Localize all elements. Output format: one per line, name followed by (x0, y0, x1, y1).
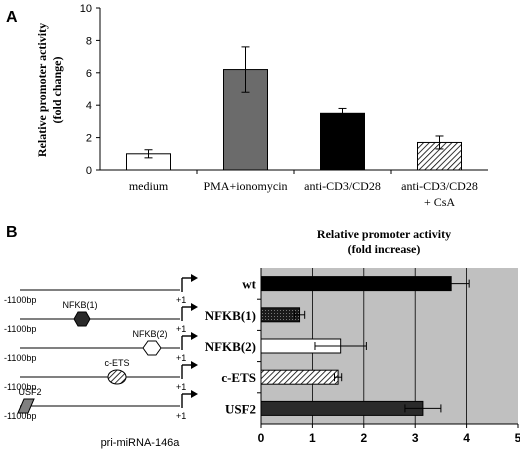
panel-b-row-label: USF2 (225, 401, 256, 416)
panel-a-y-label-line: Relative promoter activity (35, 23, 49, 157)
panel-b-bar (260, 307, 301, 323)
binding-site-label: USF2 (18, 387, 41, 397)
panel-a-y-tick-label: 0 (86, 165, 92, 177)
panel-a-category-labels: medium PMA+ionomycin anti-CD3/CD28 anti-CD3… (129, 179, 478, 209)
panel-a-bar (417, 141, 462, 171)
nfkb1-site-hexagon (73, 311, 91, 327)
panel-b-bar (260, 400, 424, 416)
construct-start-label: -1100bp (4, 382, 36, 392)
panel-b-x-tick-label: 5 (515, 431, 520, 445)
panel-b-x-tick-label: 3 (412, 431, 419, 445)
construct-start-label: -1100bp (4, 411, 36, 421)
panel-a-y-tick-label: 4 (86, 100, 92, 112)
panel-b-label: B (6, 224, 18, 241)
diagram-caption: pri-miRNA-146a (101, 437, 181, 449)
binding-site-label: NFKB(2) (132, 329, 167, 339)
panel-a-category-label-line: anti-CD3/CD28 (401, 179, 478, 193)
nfkb2-site-hexagon (142, 340, 162, 356)
tss-arrow-head (191, 303, 198, 311)
panel-a-bars (126, 46, 462, 171)
panel-b-row-label: c-ETS (221, 370, 256, 385)
panel-b-bar (260, 276, 452, 292)
tss-label: +1 (176, 382, 186, 392)
panel-a-category-label-line: PMA+ionomycin (203, 179, 287, 193)
panel-a-y-tick-label: 8 (86, 35, 92, 47)
tss-label: +1 (176, 411, 186, 421)
panel-a-category-label: PMA+ionomycin (203, 179, 287, 193)
panel-b-x-tick-label: 0 (258, 431, 265, 445)
construct-start-label: -1100bp (4, 353, 36, 363)
panel-b-row-label: wt (242, 277, 256, 292)
tss-label: +1 (176, 295, 186, 305)
binding-site-label: NFKB(1) (62, 300, 97, 310)
tss-arrow-head (191, 274, 198, 282)
panel-b-row-label: NFKB(2) (205, 339, 256, 354)
panel-b-title-line: (fold increase) (348, 242, 421, 256)
binding-site-label: c-ETS (104, 358, 129, 368)
panel-a-label: A (6, 9, 18, 26)
panel-b-x-tick-label: 1 (309, 431, 316, 445)
panel-a-y-tick-label: 10 (80, 3, 92, 15)
tss-arrow-head (191, 390, 198, 398)
usf2-site-parallelogram (17, 398, 35, 414)
panel-a-y-label-line: (fold change) (50, 57, 64, 124)
panel-a-category-label: anti-CD3/CD28 + CsA (401, 179, 478, 209)
panel-b-chart-title: Relative promoter activity (fold increase… (317, 227, 451, 256)
panel-b-bar (260, 369, 339, 385)
c-ets-site-ellipse (107, 369, 127, 385)
promoter-construct-diagram: -1100bp +1 -1100bp +1 NFKB(1) -1100bp +1 NFKB(2… (4, 274, 198, 421)
tss-label: +1 (176, 324, 186, 334)
panel-a-bar (320, 112, 365, 171)
panel-b-row-label: NFKB(1) (205, 308, 256, 323)
panel-a-y-axis-label: Relative promoter activity(fold change) (35, 23, 64, 157)
panel-b-plot: 0 1 2 3 4 5 (257, 268, 520, 445)
tss-arrow-head (191, 332, 198, 340)
panel-b-x-tick-label: 4 (463, 431, 470, 445)
panel-b-title-line: Relative promoter activity (317, 227, 451, 241)
construct-start-label: -1100bp (4, 295, 36, 305)
tss-label: +1 (176, 353, 186, 363)
panel-a-category-label-line: medium (129, 179, 169, 193)
panel-a-category-label-line: + CsA (424, 195, 455, 209)
panel-b-x-tick-label: 2 (360, 431, 367, 445)
panel-a-y-label-text: Relative promoter activity(fold change) (35, 23, 64, 157)
panel-a-category-label: medium (129, 179, 169, 193)
panel-b-title-text: Relative promoter activity (fold increase… (317, 227, 451, 256)
panel-a-category-label-line: anti-CD3/CD28 (304, 179, 381, 193)
construct-start-label: -1100bp (4, 324, 36, 334)
panel-a-y-tick-label: 2 (86, 133, 92, 145)
panel-b-row-labels: wt NFKB(1) NFKB(2) c-ETS USF2 (205, 277, 257, 417)
tss-arrow-head (191, 361, 198, 369)
panel-a-y-tick-label: 6 (86, 68, 92, 80)
panel-a-category-label: anti-CD3/CD28 (304, 179, 381, 193)
